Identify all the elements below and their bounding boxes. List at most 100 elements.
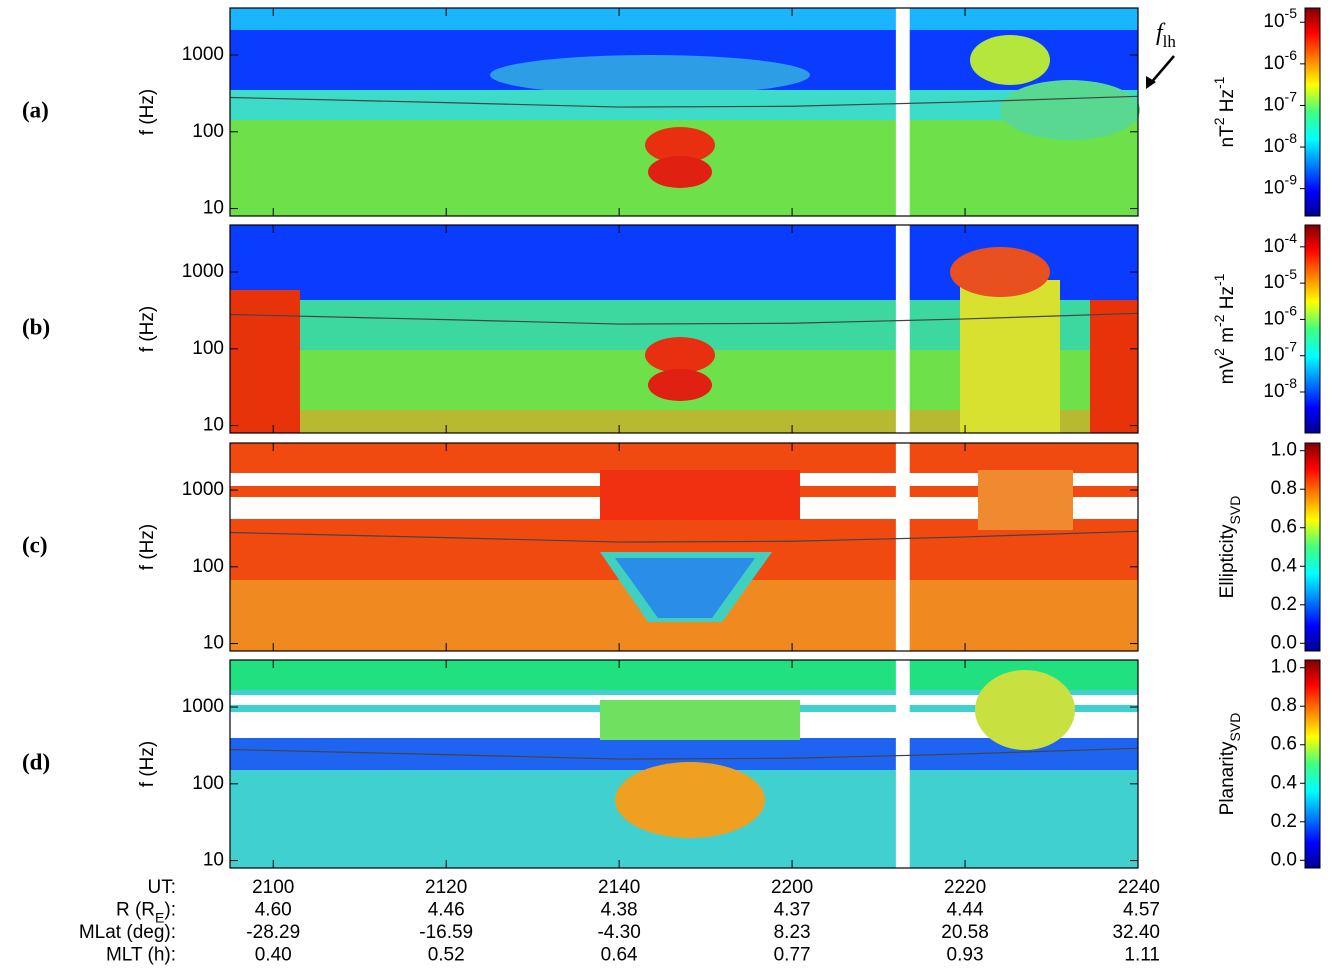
colorbar-tick-label: 10-7 [1263, 88, 1297, 115]
annotation-part: f [1156, 20, 1166, 46]
tick-exponent: -6 [1285, 302, 1298, 318]
annotation-arrow [1149, 55, 1175, 85]
ephemeris-value: 0.93 [947, 945, 984, 966]
text-part: nT [1217, 125, 1238, 148]
colorbar-tick-label: 10-5 [1263, 266, 1297, 293]
f-lh-curve [229, 312, 1139, 325]
plot-frame [229, 442, 1139, 652]
y-tick-label: 10 [203, 850, 224, 871]
colorbar-tick-label: 0.8 [1271, 695, 1297, 716]
tick-base: 0.0 [1271, 849, 1297, 870]
text-part: UT: [148, 877, 177, 898]
y-axis-label: f (Hz) [137, 89, 158, 135]
colorbar-label: EllipticitySVD [1217, 496, 1243, 599]
spectrogram-images [230, 8, 1140, 868]
colorbar-tick-label: 10-6 [1263, 47, 1297, 74]
tick-exponent: -7 [1285, 88, 1298, 104]
text-part: MLT (h): [106, 945, 176, 966]
colorbar-tick-label: 0.4 [1271, 555, 1298, 576]
x-tick-label: 2200 [771, 877, 813, 898]
colorbar-tick-label: 10-7 [1263, 338, 1297, 365]
row-label: UT: [148, 877, 177, 898]
text-part: mV [1217, 356, 1238, 385]
tick-base: 0.0 [1271, 632, 1297, 653]
y-tick-label: 10 [203, 198, 224, 219]
ephemeris-value: 8.23 [774, 922, 811, 943]
colorbar-label: PlanaritySVD [1217, 713, 1243, 816]
colorbar-tick-label: 0.0 [1271, 632, 1297, 653]
data-gap [895, 225, 910, 433]
text-part: -1 [1211, 76, 1227, 89]
x-tick-label: 2220 [944, 877, 986, 898]
colorbar-tick-label: 10-8 [1263, 130, 1297, 157]
text-part: SVD [1227, 713, 1243, 742]
y-tick-label: 100 [192, 556, 224, 577]
tick-base: 0.4 [1271, 555, 1298, 576]
text-part: -1 [1211, 273, 1227, 286]
tick-base: 0.4 [1271, 772, 1298, 793]
tick-base: 10 [1263, 272, 1284, 293]
tick-base: 10 [1263, 345, 1284, 366]
colorbar-tick-label: 0.2 [1271, 811, 1297, 832]
data-gap [895, 8, 910, 216]
y-tick-label: 1000 [182, 44, 224, 65]
colorbar-tick-label: 10-9 [1263, 171, 1297, 198]
x-tick-label: 2120 [425, 877, 467, 898]
y-tick-label: 100 [192, 773, 224, 794]
ephemeris-value: 4.37 [774, 900, 811, 921]
tick-exponent: -9 [1285, 171, 1298, 187]
colorbar [1304, 659, 1321, 869]
tick-base: 10 [1263, 381, 1284, 402]
y-tick-label: 100 [192, 121, 224, 142]
f-lh-curve [229, 530, 1139, 543]
annotation: flh [1156, 20, 1176, 52]
ephemeris-value: 0.64 [601, 945, 638, 966]
tick-base: 1.0 [1271, 657, 1297, 678]
text-part: R (R [116, 900, 155, 921]
colorbar [1304, 7, 1321, 217]
colorbar-tick-label: 0.4 [1271, 772, 1298, 793]
data-gap [895, 660, 910, 868]
colorbar-tick-label: 0.8 [1271, 478, 1297, 499]
row-label: MLat (deg): [79, 922, 176, 943]
text-part: Hz [1217, 89, 1238, 118]
panel-label: (c) [22, 532, 48, 557]
tick-exponent: -8 [1285, 130, 1298, 146]
text-part: Ellipticity [1217, 524, 1238, 598]
tick-exponent: -7 [1285, 338, 1298, 354]
colorbar [1304, 442, 1321, 652]
data-gap [895, 443, 910, 651]
colorbar-tick-label: 10-8 [1263, 375, 1297, 402]
y-tick-label: 10 [203, 633, 224, 654]
ephemeris-value: 4.60 [255, 900, 292, 921]
text-part: MLat (deg): [79, 922, 176, 943]
colorbar-label: mV2 m-2 Hz-1 [1211, 273, 1238, 384]
y-tick-label: 100 [192, 338, 224, 359]
tick-base: 0.8 [1271, 478, 1297, 499]
tick-base: 10 [1263, 136, 1284, 157]
panel-label: (a) [22, 97, 49, 122]
colorbar-tick-label: 10-4 [1263, 230, 1297, 257]
colorbar-tick-label: 0.2 [1271, 594, 1297, 615]
x-tick-label: 2100 [252, 877, 294, 898]
tick-base: 10 [1263, 94, 1284, 115]
ephemeris-value: -28.29 [246, 922, 300, 943]
text-part: Hz [1217, 286, 1238, 315]
f-lh-curve [229, 747, 1139, 760]
y-tick-label: 1000 [182, 261, 224, 282]
ephemeris-value: 0.77 [774, 945, 811, 966]
text-part: 2 [1211, 117, 1227, 125]
colorbar [1304, 224, 1321, 434]
tick-base: 10 [1263, 11, 1284, 32]
colorbar-label: nT2 Hz-1 [1211, 76, 1238, 147]
text-part: E [155, 909, 164, 925]
ephemeris-value: 4.44 [947, 900, 984, 921]
ephemeris-value: -4.30 [597, 922, 640, 943]
ephemeris-value: 20.58 [941, 922, 989, 943]
ephemeris-value: 4.57 [1123, 900, 1160, 921]
annotation-part: lh [1163, 32, 1177, 51]
tick-base: 10 [1263, 53, 1284, 74]
colorbar-tick-label: 1.0 [1271, 657, 1297, 678]
row-label: R (RE): [116, 900, 176, 926]
